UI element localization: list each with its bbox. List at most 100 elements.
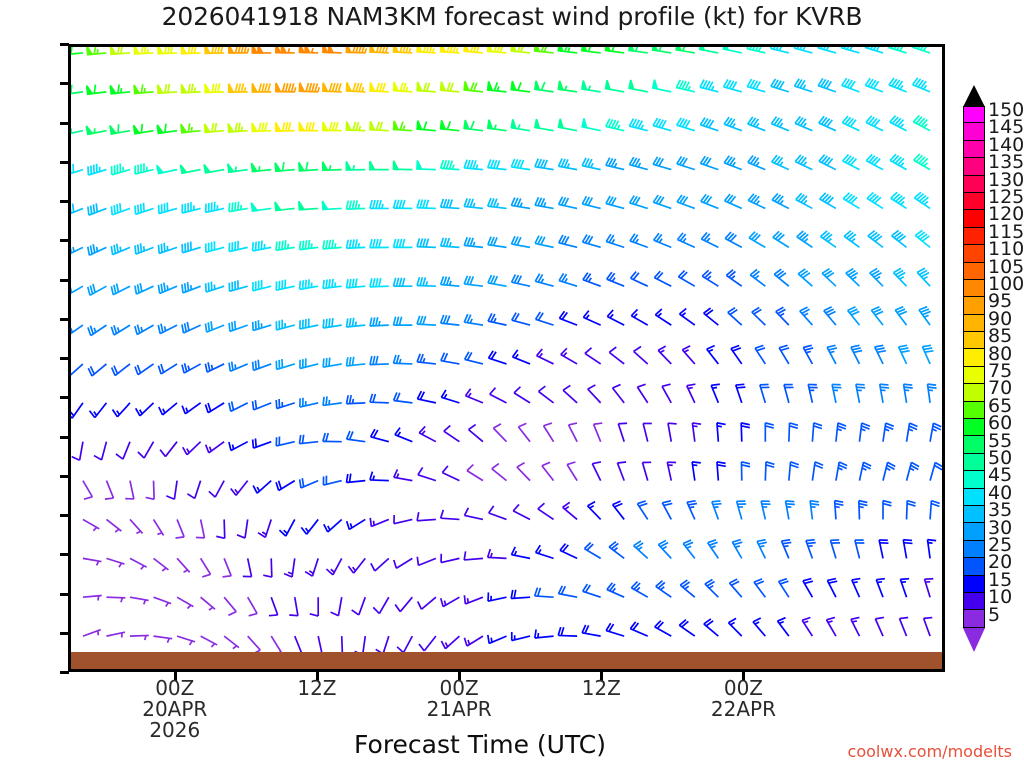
wind-barb — [854, 539, 865, 559]
wind-barb — [134, 163, 154, 175]
wind-barb — [905, 422, 918, 442]
wind-barb — [153, 557, 169, 572]
y-axis-tick-mark — [60, 396, 69, 400]
wind-barb — [463, 551, 484, 561]
colorbar-tick-label: 125 — [988, 186, 1024, 208]
wind-barb — [71, 441, 84, 461]
colorbar[interactable]: 150 145 140 135 130 125 120 115 110 105 100 95 90 85 8… — [958, 84, 1024, 656]
wind-barb — [370, 557, 390, 572]
wind-barb — [629, 621, 649, 637]
wind-barb — [902, 538, 913, 559]
wind-barb — [511, 312, 531, 326]
colorbar-swatch — [963, 227, 985, 246]
wind-barb — [882, 499, 892, 520]
wind-barb — [771, 154, 790, 171]
wind-barb — [711, 500, 722, 520]
colorbar-swatch — [963, 123, 985, 141]
wind-barb — [463, 236, 484, 249]
wind-barb — [204, 241, 225, 254]
wind-barb — [794, 115, 813, 132]
wind-barb — [369, 428, 390, 443]
wind-barb — [416, 276, 436, 288]
wind-barb — [630, 308, 649, 326]
wind-barb — [134, 282, 154, 295]
wind-barb — [463, 119, 484, 132]
wind-barb — [93, 441, 108, 461]
wind-barb — [811, 422, 823, 442]
wind-barb — [157, 282, 178, 295]
wind-barb — [510, 235, 531, 249]
wind-barb — [661, 500, 673, 520]
y-axis-tick-mark — [60, 474, 69, 478]
colorbar-swatch — [963, 471, 985, 489]
wind-barb — [510, 80, 531, 93]
wind-barb — [723, 193, 743, 210]
wind-barb — [486, 634, 507, 645]
wind-barb — [181, 282, 201, 294]
wind-barb — [911, 47, 931, 54]
wind-barb — [216, 519, 226, 540]
wind-barb — [874, 344, 887, 365]
wind-barb — [345, 200, 366, 210]
wind-barb — [557, 158, 578, 171]
wind-barb — [275, 479, 296, 492]
colorbar-swatch — [963, 488, 985, 506]
x-axis-tick-time: 00Z — [439, 676, 479, 700]
wind-barb — [297, 161, 319, 172]
wind-barb — [882, 461, 896, 481]
wind-barb — [929, 422, 942, 442]
wind-barb — [510, 119, 531, 132]
wind-barb — [846, 306, 861, 326]
y-axis-tick-mark — [60, 278, 69, 282]
wind-barb — [858, 422, 871, 442]
wind-barb — [608, 540, 625, 560]
wind-barb — [416, 160, 436, 171]
colorbar-tick-label: 50 — [988, 447, 1013, 469]
wind-barb — [392, 81, 413, 93]
wind-barb — [322, 475, 342, 486]
colorbar-swatch — [963, 332, 985, 350]
wind-barb — [772, 230, 790, 249]
wind-barb — [678, 307, 696, 326]
wind-barb — [298, 434, 319, 445]
wind-barb — [181, 363, 202, 374]
wind-barb — [199, 557, 212, 578]
y-axis-tick-mark — [60, 357, 69, 360]
wind-barb — [875, 577, 885, 598]
colorbar-swatch — [963, 592, 985, 611]
wind-barb — [181, 241, 201, 254]
wind-barb — [557, 118, 578, 132]
wind-barb — [923, 577, 934, 598]
wind-barb — [71, 246, 84, 255]
wind-barb — [611, 383, 625, 404]
wind-barb — [392, 47, 413, 54]
wind-barb — [322, 121, 342, 132]
wind-barb — [486, 119, 507, 132]
wind-barb — [582, 272, 601, 287]
wind-barb — [517, 422, 531, 443]
wind-barb — [416, 596, 437, 610]
wind-barb — [802, 577, 814, 598]
y-axis-tick-mark — [60, 553, 69, 557]
colorbar-tick-label: 85 — [988, 325, 1013, 348]
wind-barb — [794, 154, 813, 171]
wind-barb — [748, 231, 766, 249]
wind-barb — [560, 347, 578, 365]
wind-barb — [510, 274, 531, 288]
wind-barb — [628, 195, 648, 210]
wind-barb — [775, 306, 790, 326]
wind-barb — [242, 558, 253, 578]
wind-barb — [633, 540, 649, 559]
wind-barb — [87, 324, 107, 337]
wind-barb — [829, 539, 841, 559]
wind-barb — [417, 466, 437, 482]
wind-barb — [826, 344, 838, 365]
wind-barb — [841, 115, 860, 132]
wind-barb — [691, 422, 702, 442]
watermark-link[interactable]: coolwx.com/modelts — [847, 742, 1012, 761]
y-axis-tick-mark — [60, 435, 69, 439]
wind-barb — [676, 232, 696, 249]
colorbar-swatch — [963, 297, 985, 315]
wind-barb — [605, 118, 625, 132]
y-axis: 2002503003504004505005506006507007508008… — [0, 0, 69, 768]
